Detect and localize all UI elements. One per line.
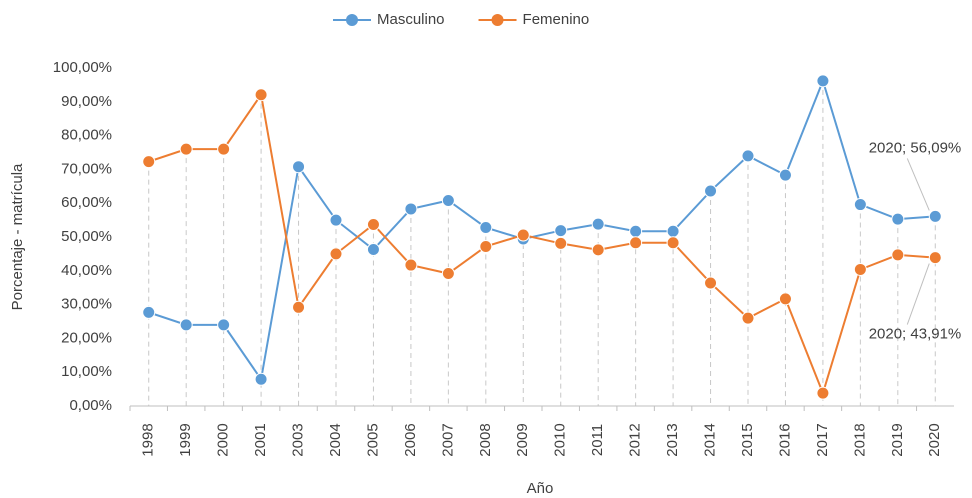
x-axis-label: Año [527, 480, 554, 497]
x-tick-label: 2014 [702, 423, 719, 456]
data-label: 2020; 43,91% [869, 326, 962, 343]
x-tick-label: 2020 [926, 423, 943, 456]
point [366, 217, 380, 231]
point [816, 386, 830, 400]
point [666, 224, 680, 238]
x-tick-label: 2016 [776, 423, 793, 456]
x-tick-label: 2010 [552, 423, 569, 456]
series-line [148, 92, 936, 397]
x-tick-label: 2011 [589, 424, 606, 456]
point [404, 202, 418, 216]
x-tick-label: 2001 [252, 423, 269, 456]
point [254, 88, 268, 102]
x-tick-label: 2019 [889, 423, 906, 456]
x-tick-label: 2006 [402, 423, 419, 456]
point [404, 258, 418, 272]
point [853, 262, 867, 276]
point [928, 209, 942, 223]
point [629, 224, 643, 238]
point [666, 236, 680, 250]
point [441, 193, 455, 207]
point [629, 236, 643, 250]
x-tick-label: 2018 [851, 423, 868, 456]
x-tick-label: 2000 [215, 423, 232, 456]
leader-line [906, 158, 930, 211]
x-tick-label: 2015 [739, 423, 756, 456]
point [554, 224, 568, 238]
y-tick-label: 50,00% [61, 228, 112, 245]
x-tick-label: 1998 [140, 423, 157, 456]
legend-marker [491, 14, 504, 26]
point [816, 74, 830, 88]
point [217, 318, 231, 332]
point [292, 300, 306, 314]
x-tick-label: 2009 [514, 423, 531, 456]
point [778, 168, 792, 182]
point [179, 142, 193, 156]
x-tick-label: 1999 [177, 423, 194, 456]
x-tick-label: 2005 [364, 423, 381, 456]
point [142, 155, 156, 169]
point [479, 239, 493, 253]
point [217, 142, 231, 156]
y-tick-label: 30,00% [61, 296, 112, 313]
y-axis-label: Porcentaje - matrícula [9, 163, 26, 310]
point [329, 247, 343, 261]
x-tick-label: 2012 [627, 423, 644, 456]
x-tick-label: 2004 [327, 423, 344, 456]
point [853, 198, 867, 212]
legend-label: Femenino [523, 11, 590, 28]
y-tick-label: 70,00% [61, 160, 112, 177]
point [741, 149, 755, 163]
y-tick-label: 60,00% [61, 194, 112, 211]
point [891, 248, 905, 262]
x-tick-label: 2007 [439, 423, 456, 456]
point [366, 243, 380, 257]
point [329, 213, 343, 227]
point [928, 251, 942, 265]
point [292, 160, 306, 174]
leader-line [906, 263, 930, 325]
point [254, 372, 268, 386]
point [741, 311, 755, 325]
point [142, 305, 156, 319]
point [179, 318, 193, 332]
point [516, 228, 530, 242]
legend-marker [346, 14, 358, 26]
series-line [148, 77, 936, 382]
point [591, 243, 605, 257]
y-tick-label: 20,00% [61, 329, 112, 346]
x-tick-label: 2013 [664, 423, 681, 456]
y-tick-label: 100,00% [53, 59, 112, 76]
point [441, 267, 455, 281]
y-tick-label: 90,00% [61, 93, 112, 110]
legend-label: Masculino [377, 11, 445, 28]
y-tick-label: 40,00% [61, 262, 112, 279]
point [554, 236, 568, 250]
y-tick-label: 0,00% [69, 397, 112, 414]
point [704, 184, 718, 198]
point [778, 292, 792, 306]
point [591, 217, 605, 231]
point [891, 212, 905, 226]
x-tick-label: 2003 [290, 423, 307, 456]
point [479, 221, 493, 235]
data-label: 2020; 56,09% [869, 139, 962, 156]
y-tick-label: 80,00% [61, 127, 112, 144]
y-tick-label: 10,00% [61, 363, 112, 380]
x-tick-label: 2008 [477, 423, 494, 456]
point [704, 276, 718, 290]
x-tick-label: 2017 [814, 423, 831, 456]
